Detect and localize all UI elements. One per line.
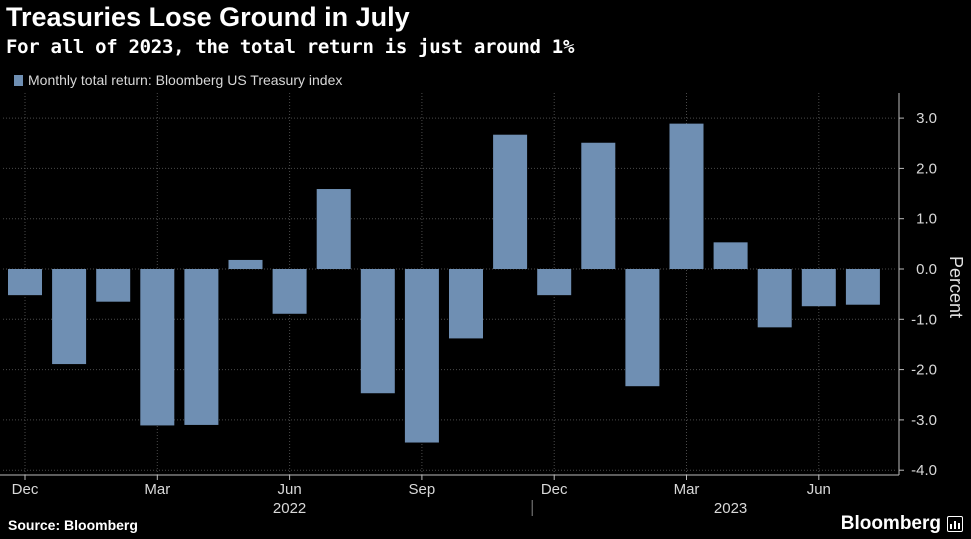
x-tick-label: Sep	[409, 481, 436, 498]
bar-2023-05	[757, 269, 792, 328]
y-tick-label: -4.0	[911, 462, 937, 479]
source-note: Source: Bloomberg	[8, 517, 138, 533]
brand-logo: Bloomberg	[841, 513, 963, 535]
legend-swatch	[14, 74, 23, 86]
x-tick-label: Dec	[541, 481, 568, 498]
bar-2023-01	[581, 142, 616, 269]
y-tick-label: 2.0	[916, 160, 937, 177]
bar-2023-06	[801, 269, 836, 307]
bar-2022-03	[140, 269, 175, 426]
bar-2022-06	[272, 269, 307, 314]
brand-name: Bloomberg	[840, 513, 941, 534]
y-tick-label: 0.0	[916, 261, 937, 278]
y-tick-label: 1.0	[916, 211, 937, 228]
bar-2023-02	[625, 269, 660, 387]
bar-chart-icon	[947, 516, 963, 532]
y-axis-title: Percent	[946, 256, 966, 318]
x-tick-label: Mar	[674, 481, 700, 498]
y-tick-label: -1.0	[911, 311, 937, 328]
bar-2022-10	[449, 269, 483, 339]
bar-2022-07	[316, 189, 351, 269]
x-tick-label: Jun	[807, 481, 831, 498]
bar-2022-04	[184, 269, 219, 425]
x-tick-label: Dec	[12, 481, 39, 498]
bar-2022-11	[493, 134, 528, 269]
bar-2023-03	[669, 123, 704, 270]
legend-label: Monthly total return: Bloomberg US Treas…	[28, 72, 343, 88]
bar-2023-04	[713, 242, 748, 269]
bar-2022-12	[537, 269, 572, 296]
bar-2022-09	[404, 269, 439, 443]
bar-2022-01	[52, 269, 87, 365]
bar-2022-02	[96, 269, 131, 302]
y-tick-label: -3.0	[911, 412, 937, 429]
chart-subtitle: For all of 2023, the total return is jus…	[6, 36, 575, 58]
bar-2022-08	[360, 269, 395, 394]
x-tick-label: Mar	[144, 481, 170, 498]
y-tick-label: -2.0	[911, 362, 937, 379]
x-tick-label: Jun	[278, 481, 302, 498]
chart-title: Treasuries Lose Ground in July	[6, 2, 410, 32]
bar-2022-05	[228, 259, 263, 269]
year-label: 2023	[714, 500, 747, 517]
legend: Monthly total return: Bloomberg US Treas…	[14, 72, 342, 88]
y-tick-label: 3.0	[916, 110, 937, 127]
bar-2021-12	[8, 269, 42, 296]
bar-2023-07	[845, 269, 880, 305]
year-label: 2022	[273, 500, 306, 517]
